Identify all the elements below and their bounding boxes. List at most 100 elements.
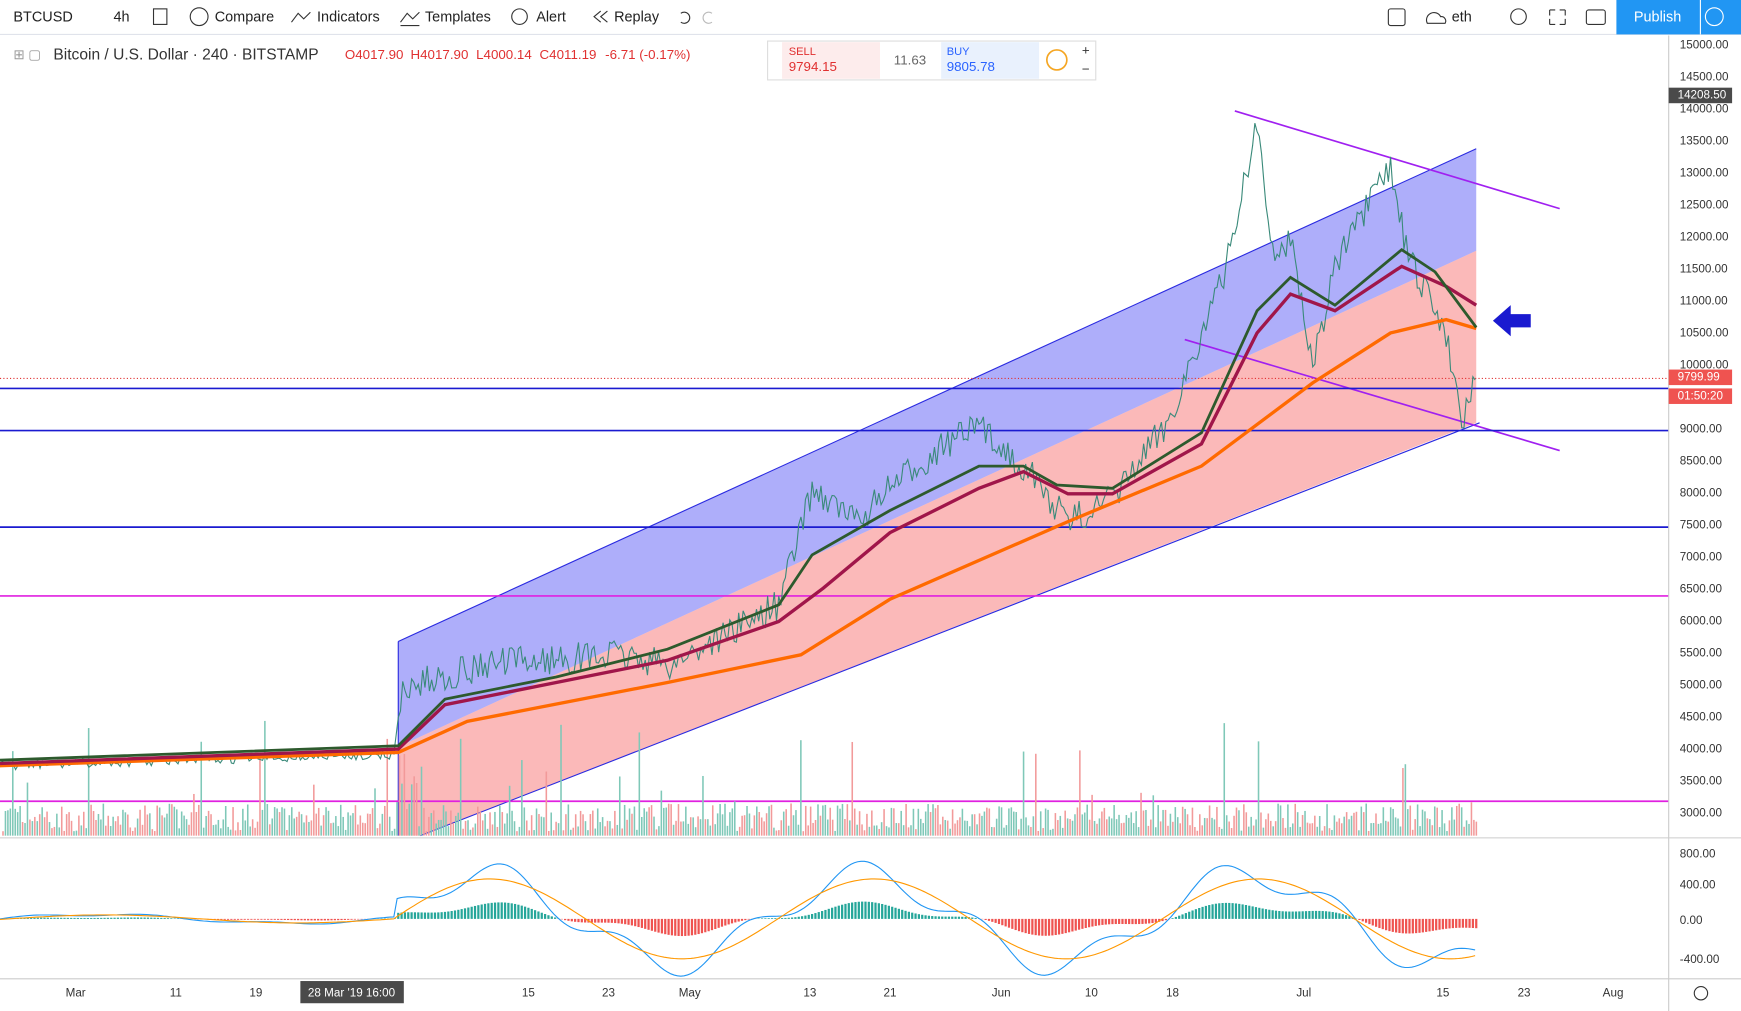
macd-histogram (226, 918, 230, 920)
macd-axis-label: -400.00 (1680, 953, 1720, 966)
volume-bar (220, 828, 222, 836)
macd-histogram (704, 918, 707, 933)
volume-bar (249, 826, 251, 836)
publish[interactable]: Publish (1634, 10, 1681, 26)
volume-bar (1465, 820, 1468, 836)
watchlist[interactable]: eth (1452, 10, 1472, 26)
macd-histogram (527, 907, 530, 919)
volume-bar (1015, 812, 1018, 836)
macd-histogram (1361, 918, 1364, 922)
macd-histogram (997, 918, 1001, 925)
macd-histogram (987, 918, 991, 921)
stream-button[interactable] (1700, 0, 1741, 35)
buy-price[interactable]: 9805.78 (947, 59, 995, 74)
volume-bar (961, 808, 964, 836)
volume-bar (325, 807, 327, 836)
templates[interactable]: Templates (425, 10, 491, 26)
macd-histogram (1391, 918, 1394, 932)
cloud-icon[interactable] (1425, 11, 1447, 24)
volume-bar (457, 812, 460, 836)
macd-histogram (1324, 911, 1328, 919)
volume-bar (254, 827, 256, 836)
volume-bar (616, 824, 619, 836)
minus[interactable]: − (1082, 61, 1090, 76)
macd-histogram (1037, 918, 1041, 936)
volume-bar (332, 822, 335, 836)
plus[interactable]: + (1082, 43, 1090, 58)
interval[interactable]: 4h (113, 10, 129, 26)
volume-bar (1025, 817, 1027, 836)
volume-bar (90, 804, 92, 836)
volume-bar (479, 811, 482, 836)
sell-price[interactable]: 9794.15 (789, 59, 837, 74)
macd-histogram (223, 918, 226, 920)
compare-icon[interactable] (189, 7, 209, 27)
volume-bar (1039, 811, 1042, 836)
replay-icon[interactable] (593, 10, 608, 23)
indicators[interactable]: Indicators (317, 10, 380, 26)
macd-histogram (874, 902, 877, 919)
undo[interactable] (680, 11, 691, 24)
macd-histogram (520, 905, 523, 919)
macd-histogram (1385, 918, 1388, 931)
macd-histogram (96, 917, 100, 919)
indicators-icon[interactable] (291, 11, 311, 23)
time-axis-label: 23 (1518, 986, 1531, 999)
replay[interactable]: Replay (614, 10, 660, 26)
volume-bar (1096, 823, 1098, 836)
info-icon[interactable] (1045, 49, 1068, 71)
macd-histogram (1047, 918, 1051, 936)
macd-histogram (1228, 902, 1231, 919)
snapshot-icon[interactable] (1585, 9, 1606, 25)
symbol[interactable]: BTCUSD (13, 10, 72, 26)
layout-icon[interactable] (1387, 8, 1406, 27)
volume-bar (315, 813, 318, 836)
volume-bar (1451, 807, 1453, 836)
volume-bar (582, 814, 584, 836)
volume-bar (1250, 816, 1252, 836)
volume-bar (770, 804, 773, 836)
macd-histogram (1034, 918, 1037, 936)
macd-histogram (1445, 918, 1448, 929)
buy-label[interactable]: BUY (947, 46, 970, 58)
chart-style-icon[interactable] (152, 8, 168, 25)
volume-bar (308, 821, 310, 836)
macd-histogram (130, 917, 133, 919)
volume-bar (929, 811, 932, 836)
alert[interactable]: Alert (536, 10, 566, 26)
macd-histogram (740, 918, 744, 921)
volume-bar (134, 827, 136, 836)
macd-histogram (1148, 918, 1151, 924)
macd-histogram (240, 918, 243, 920)
volume-bar (792, 815, 795, 836)
compare[interactable]: Compare (215, 10, 274, 26)
alert-icon[interactable] (511, 8, 528, 25)
macd-histogram (1067, 918, 1071, 933)
sell-label[interactable]: SELL (789, 46, 816, 58)
macd-histogram (1471, 918, 1475, 928)
volume-bar (675, 820, 677, 836)
macd-histogram (1378, 918, 1381, 929)
macd-histogram (787, 917, 790, 919)
volume-bar (1274, 821, 1277, 836)
volume-bar (719, 804, 721, 836)
buy-button[interactable] (941, 42, 1040, 79)
macd-histogram (594, 918, 597, 923)
price-axis-label: 9000.00 (1680, 423, 1723, 436)
templates-icon[interactable] (400, 11, 420, 27)
volume-bar (773, 827, 775, 836)
macd-histogram (30, 917, 33, 919)
volume-bar (95, 819, 97, 836)
volume-bar (1083, 812, 1086, 836)
macd-histogram (1131, 918, 1134, 925)
sell-button[interactable] (782, 42, 880, 79)
volume-bar (305, 815, 308, 836)
redo[interactable] (702, 11, 713, 24)
publish-button[interactable] (1616, 0, 1700, 35)
settings-icon[interactable] (1510, 8, 1527, 25)
volume-bar (1438, 827, 1441, 836)
fullscreen-icon[interactable] (1549, 9, 1566, 25)
volume-bar (1455, 805, 1458, 836)
time-axis-label: 23 (602, 986, 615, 999)
macd-histogram (894, 907, 897, 919)
